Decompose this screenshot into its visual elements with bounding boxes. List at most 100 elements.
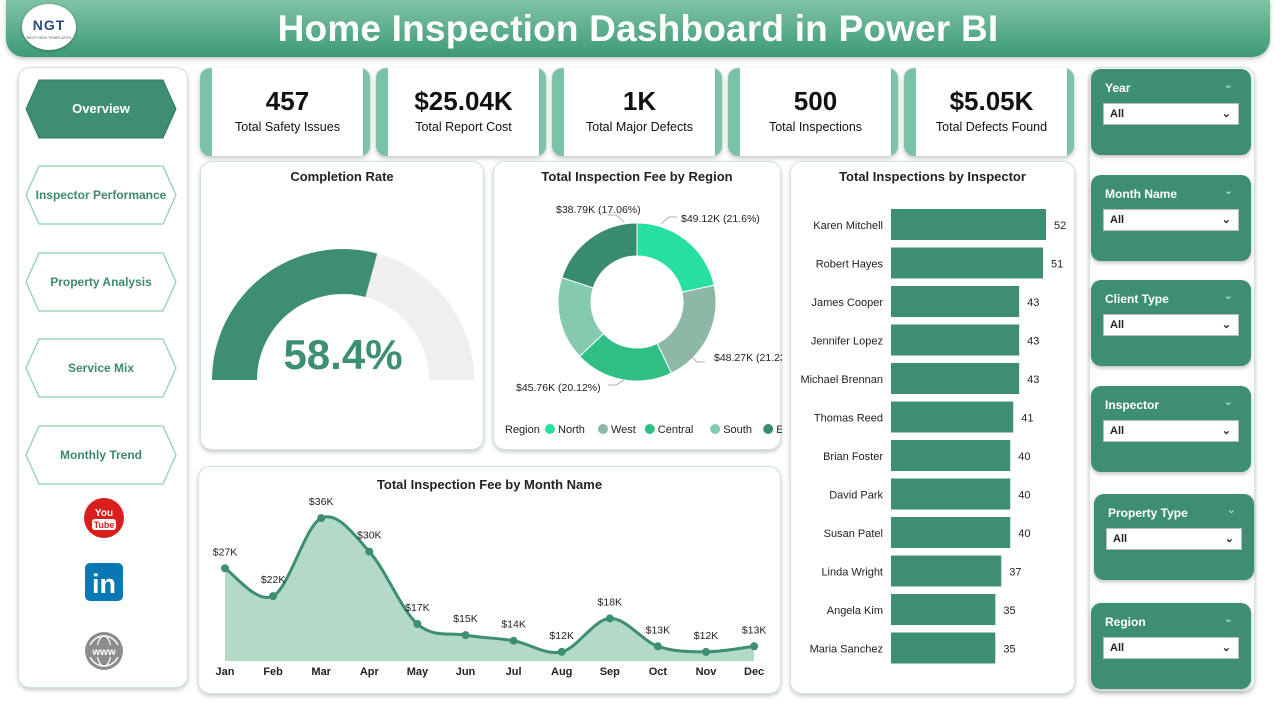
- bar-thomas-reed[interactable]: [891, 401, 1014, 433]
- filter-month-name: Month Name ⌄ All ⌄: [1091, 175, 1251, 261]
- filter-label: Month Name: [1105, 187, 1177, 201]
- kpi-value: 457: [265, 86, 310, 116]
- area-point-apr[interactable]: [365, 547, 374, 556]
- area-value-label: $15K: [453, 613, 478, 625]
- client-type-dropdown[interactable]: All ⌄: [1103, 314, 1239, 336]
- donut-slice-east[interactable]: [561, 222, 638, 289]
- area-value-label: $12K: [694, 630, 719, 642]
- bar-david-park[interactable]: [891, 478, 1011, 510]
- bar-linda-wright[interactable]: [891, 555, 1002, 587]
- x-tick-label: Aug: [551, 666, 572, 678]
- bar-value-label: 40: [1018, 490, 1030, 502]
- x-tick-label: Feb: [263, 666, 283, 678]
- area-point-may[interactable]: [413, 620, 422, 628]
- kpi-label: Total Safety Issues: [235, 120, 340, 134]
- nav-property-analysis-button[interactable]: Property Analysis: [25, 252, 177, 312]
- bar-james-cooper[interactable]: [891, 286, 1020, 317]
- inspector-dropdown[interactable]: All ⌄: [1103, 420, 1239, 442]
- chevron-down-icon[interactable]: ⌄: [1223, 396, 1233, 408]
- chevron-down-icon[interactable]: ⌄: [1223, 185, 1233, 197]
- dropdown-arrow-icon: ⌄: [1224, 533, 1234, 545]
- linkedin-icon[interactable]: in: [83, 561, 125, 603]
- inspector-inspections-card[interactable]: Total Inspections by Inspector Karen Mit…: [790, 161, 1075, 694]
- nav-overview-button[interactable]: Overview: [25, 79, 177, 139]
- legend-swatch-south: [710, 424, 721, 434]
- bar-robert-hayes[interactable]: [891, 247, 1044, 279]
- nav-inspector-performance-button[interactable]: Inspector Performance: [25, 165, 177, 225]
- x-tick-label: Jun: [456, 666, 476, 678]
- region-fee-card[interactable]: Total Inspection Fee by Region $49.12K (…: [493, 161, 782, 450]
- dropdown-arrow-icon: ⌄: [1221, 319, 1231, 331]
- bar-value-label: 43: [1027, 336, 1039, 348]
- x-tick-label: Jul: [506, 666, 522, 678]
- x-tick-label: Oct: [649, 666, 668, 678]
- kpi-card-major-defects: 1K Total Major Defects: [552, 68, 722, 156]
- chevron-down-icon[interactable]: ⌄: [1223, 290, 1233, 302]
- area-point-dec[interactable]: [750, 642, 759, 651]
- chevron-down-icon[interactable]: ⌄: [1223, 613, 1233, 625]
- website-text: www: [91, 647, 116, 658]
- bar-value-label: 43: [1027, 297, 1039, 309]
- youtube-icon[interactable]: You Tube: [83, 497, 125, 539]
- donut-slice-north[interactable]: [636, 222, 715, 293]
- area-value-label: $27K: [213, 546, 238, 558]
- x-tick-label: May: [407, 666, 429, 678]
- bar-jennifer-lopez[interactable]: [891, 324, 1020, 356]
- region-dropdown[interactable]: All ⌄: [1103, 637, 1239, 659]
- nav-monthly-trend-button[interactable]: Monthly Trend: [25, 425, 177, 485]
- legend-item-south: South: [723, 424, 752, 436]
- bar-chart: Karen Mitchell 52 Robert Hayes 51 James Coop…: [800, 209, 1066, 664]
- company-logo: NGT NEXT GEN TEMPLATES: [22, 4, 76, 50]
- chart-title: Completion Rate: [290, 169, 394, 184]
- area-point-jan[interactable]: [221, 564, 229, 573]
- chevron-down-icon[interactable]: ⌄: [1223, 79, 1233, 91]
- bar-karen-mitchell[interactable]: [891, 209, 1046, 240]
- area-point-feb[interactable]: [269, 592, 278, 601]
- area-value-label: $36K: [309, 496, 334, 508]
- area-point-sep[interactable]: [605, 614, 614, 623]
- area-value-label: $12K: [549, 630, 574, 642]
- header-banner: NGT NEXT GEN TEMPLATES Home Inspection D…: [6, 0, 1270, 57]
- bar-value-label: 43: [1027, 374, 1039, 386]
- kpi-card-report-cost: $25.04K Total Report Cost: [376, 68, 546, 156]
- nav-label: Property Analysis: [50, 275, 152, 289]
- area-point-jun[interactable]: [461, 631, 470, 640]
- area-value-label: $17K: [405, 602, 430, 614]
- kpi-label: Total Defects Found: [935, 120, 1048, 134]
- area-point-nov[interactable]: [702, 647, 710, 656]
- bar-brian-foster[interactable]: [891, 440, 1011, 471]
- monthly-fee-card[interactable]: Total Inspection Fee by Month Name $27K J…: [198, 466, 781, 694]
- donut-slice-west[interactable]: [656, 284, 717, 374]
- year-dropdown[interactable]: All ⌄: [1103, 103, 1239, 125]
- property-type-dropdown[interactable]: All ⌄: [1106, 528, 1242, 550]
- slice-label-west: $48.27K (21.23%): [714, 352, 782, 364]
- area-point-mar[interactable]: [317, 514, 326, 523]
- bar-category-label: Robert Hayes: [816, 259, 884, 271]
- area-point-jul[interactable]: [509, 636, 518, 645]
- hexagon-shape: [25, 79, 177, 139]
- area-fill: [225, 516, 755, 661]
- logo-text: NGT: [32, 17, 66, 33]
- bar-category-label: Brian Foster: [823, 451, 883, 463]
- donut-chart: $49.12K (21.6%) $38.79K (17.06%) $48.27K…: [505, 204, 782, 436]
- chevron-down-icon[interactable]: ⌄: [1226, 504, 1236, 516]
- month-name-dropdown[interactable]: All ⌄: [1103, 209, 1239, 231]
- bar-maria-sanchez[interactable]: [891, 632, 996, 664]
- filter-label: Client Type: [1105, 292, 1169, 306]
- completion-rate-card[interactable]: Completion Rate 58.4%: [200, 161, 484, 450]
- area-point-oct[interactable]: [653, 642, 662, 651]
- bar-susan-patel[interactable]: [891, 517, 1011, 548]
- dropdown-arrow-icon: ⌄: [1221, 214, 1231, 226]
- area-point-aug[interactable]: [557, 647, 566, 656]
- gauge-value-label: 58.4%: [283, 331, 402, 378]
- legend-item-east: East: [776, 424, 782, 436]
- nav-label: Overview: [72, 101, 130, 116]
- x-tick-label: Mar: [311, 666, 331, 678]
- bar-category-label: Linda Wright: [821, 567, 883, 579]
- nav-service-mix-button[interactable]: Service Mix: [25, 338, 177, 398]
- x-tick-label: Sep: [600, 666, 620, 678]
- website-icon[interactable]: www: [83, 630, 125, 672]
- bar-michael-brennan[interactable]: [891, 363, 1020, 394]
- bar-angela-kim[interactable]: [891, 594, 996, 625]
- logo-subtext: NEXT GEN TEMPLATES: [26, 35, 72, 40]
